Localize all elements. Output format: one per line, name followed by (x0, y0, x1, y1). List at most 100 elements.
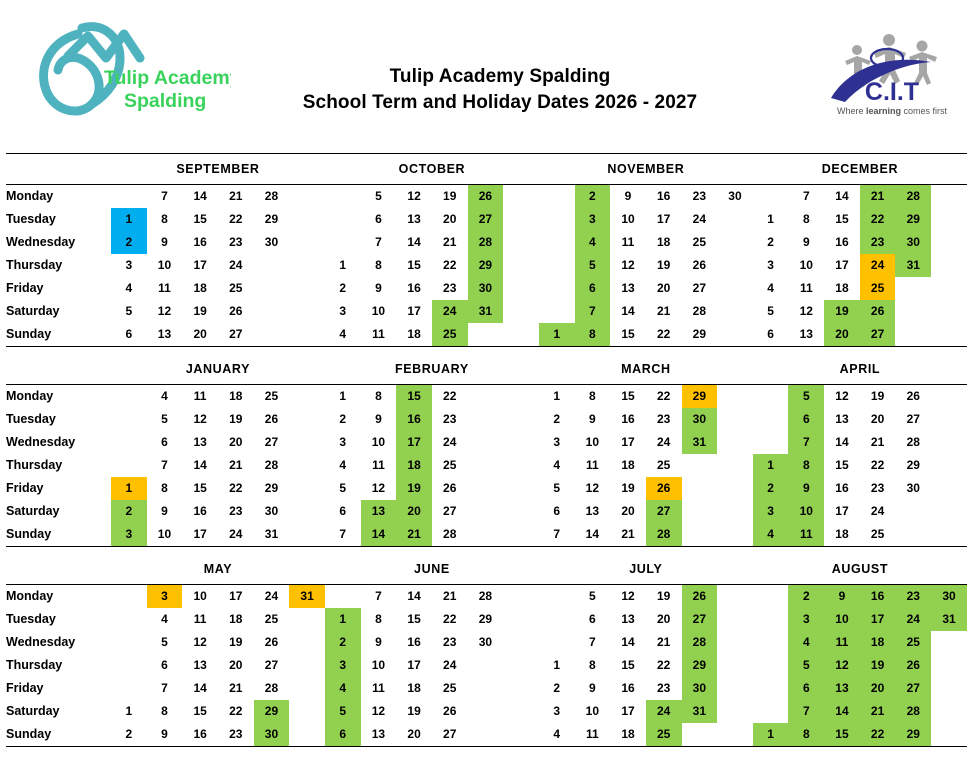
date-cell-august-5[interactable]: 5 (788, 654, 825, 677)
date-cell-may-25[interactable]: 25 (264, 612, 279, 626)
date-cell-january-4[interactable]: 4 (161, 389, 168, 403)
date-cell-april-5[interactable]: 5 (788, 384, 825, 408)
date-cell-march-1[interactable]: 1 (553, 389, 561, 403)
date-cell-july-17[interactable]: 17 (621, 704, 635, 718)
date-cell-august-8[interactable]: 8 (788, 723, 825, 747)
date-cell-november-22[interactable]: 22 (645, 323, 682, 347)
date-cell-november-23[interactable]: 23 (692, 189, 706, 203)
date-cell-august-2[interactable]: 2 (788, 584, 825, 608)
date-cell-july-20[interactable]: 20 (656, 612, 671, 626)
date-cell-july-15[interactable]: 15 (621, 658, 635, 672)
date-cell-september-10[interactable]: 10 (157, 258, 172, 272)
date-cell-december-6[interactable]: 6 (752, 323, 789, 347)
date-cell-march-17[interactable]: 17 (621, 435, 635, 449)
date-cell-june-13[interactable]: 13 (360, 723, 397, 747)
date-cell-july-14[interactable]: 14 (621, 635, 635, 649)
date-cell-january-3[interactable]: 3 (111, 523, 147, 547)
date-cell-february-3[interactable]: 3 (339, 435, 347, 449)
date-cell-november-29[interactable]: 29 (681, 323, 718, 347)
date-cell-july-31[interactable]: 31 (681, 700, 718, 723)
date-cell-april-22[interactable]: 22 (870, 458, 885, 472)
date-cell-september-11[interactable]: 11 (158, 281, 171, 295)
date-cell-august-15[interactable]: 15 (824, 723, 860, 747)
date-cell-april-8[interactable]: 8 (788, 454, 825, 477)
date-cell-august-6[interactable]: 6 (788, 677, 825, 700)
date-cell-january-11[interactable]: 11 (193, 389, 207, 403)
date-cell-january-5[interactable]: 5 (161, 412, 168, 426)
date-cell-july-2[interactable]: 2 (553, 681, 561, 695)
date-cell-january-26[interactable]: 26 (264, 412, 279, 426)
date-cell-april-23[interactable]: 23 (870, 481, 885, 495)
date-cell-june-29[interactable]: 29 (478, 612, 493, 626)
date-cell-october-23[interactable]: 23 (443, 281, 457, 295)
date-cell-may-9[interactable]: 9 (146, 723, 183, 747)
date-cell-december-18[interactable]: 18 (835, 281, 849, 295)
date-cell-april-11[interactable]: 11 (788, 523, 825, 547)
date-cell-july-28[interactable]: 28 (681, 631, 718, 654)
date-cell-september-7[interactable]: 7 (161, 189, 168, 203)
date-cell-january-6[interactable]: 6 (161, 435, 168, 449)
date-cell-april-29[interactable]: 29 (906, 458, 920, 472)
date-cell-october-5[interactable]: 5 (375, 189, 382, 203)
date-cell-august-9[interactable]: 9 (824, 584, 860, 608)
date-cell-june-24[interactable]: 24 (443, 658, 457, 672)
date-cell-november-14[interactable]: 14 (621, 304, 635, 318)
date-cell-june-6[interactable]: 6 (324, 723, 361, 747)
date-cell-august-26[interactable]: 26 (895, 654, 932, 677)
date-cell-december-21[interactable]: 21 (859, 184, 896, 208)
date-cell-november-9[interactable]: 9 (624, 189, 632, 203)
date-cell-february-1[interactable]: 1 (339, 389, 347, 403)
date-cell-january-27[interactable]: 27 (264, 435, 279, 449)
date-cell-december-12[interactable]: 12 (799, 304, 813, 318)
date-cell-february-2[interactable]: 2 (339, 412, 347, 426)
date-cell-december-2[interactable]: 2 (767, 235, 774, 249)
date-cell-april-27[interactable]: 27 (906, 412, 920, 426)
date-cell-march-14[interactable]: 14 (574, 523, 611, 547)
date-cell-april-20[interactable]: 20 (870, 412, 885, 426)
date-cell-october-22[interactable]: 22 (443, 258, 457, 272)
date-cell-march-30[interactable]: 30 (681, 408, 718, 431)
date-cell-january-30[interactable]: 30 (264, 504, 279, 518)
date-cell-september-25[interactable]: 25 (229, 281, 243, 295)
date-cell-march-20[interactable]: 20 (621, 504, 635, 518)
date-cell-november-2[interactable]: 2 (574, 184, 611, 208)
date-cell-july-29[interactable]: 29 (681, 654, 718, 677)
date-cell-january-17[interactable]: 17 (182, 523, 218, 547)
date-cell-april-15[interactable]: 15 (835, 458, 849, 472)
date-cell-november-30[interactable]: 30 (728, 189, 742, 203)
date-cell-may-3[interactable]: 3 (146, 584, 183, 608)
date-cell-december-11[interactable]: 11 (799, 281, 813, 295)
date-cell-march-29[interactable]: 29 (681, 384, 718, 408)
date-cell-may-14[interactable]: 14 (193, 681, 207, 695)
date-cell-january-19[interactable]: 19 (229, 412, 243, 426)
date-cell-september-4[interactable]: 4 (125, 281, 133, 295)
date-cell-october-30[interactable]: 30 (467, 277, 504, 300)
date-cell-february-28[interactable]: 28 (431, 523, 468, 547)
date-cell-september-8[interactable]: 8 (161, 212, 168, 226)
date-cell-june-28[interactable]: 28 (478, 589, 493, 603)
date-cell-november-5[interactable]: 5 (574, 254, 611, 277)
date-cell-february-26[interactable]: 26 (443, 481, 457, 495)
date-cell-june-9[interactable]: 9 (375, 635, 382, 649)
date-cell-july-6[interactable]: 6 (589, 612, 596, 626)
date-cell-may-17[interactable]: 17 (229, 589, 243, 603)
date-cell-july-1[interactable]: 1 (553, 658, 561, 672)
date-cell-march-16[interactable]: 16 (621, 412, 635, 426)
date-cell-february-5[interactable]: 5 (339, 481, 347, 495)
date-cell-october-10[interactable]: 10 (371, 304, 386, 318)
date-cell-october-13[interactable]: 13 (407, 212, 421, 226)
date-cell-april-17[interactable]: 17 (835, 504, 849, 518)
date-cell-september-2[interactable]: 2 (111, 231, 147, 254)
date-cell-january-31[interactable]: 31 (253, 523, 290, 547)
date-cell-october-16[interactable]: 16 (407, 281, 421, 295)
date-cell-december-26[interactable]: 26 (859, 300, 896, 323)
date-cell-february-9[interactable]: 9 (375, 412, 382, 426)
date-cell-february-6[interactable]: 6 (339, 504, 347, 518)
date-cell-january-25[interactable]: 25 (264, 389, 279, 403)
date-cell-april-26[interactable]: 26 (906, 389, 920, 403)
date-cell-february-12[interactable]: 12 (371, 481, 386, 495)
date-cell-may-20[interactable]: 20 (229, 658, 243, 672)
date-cell-august-7[interactable]: 7 (788, 700, 825, 723)
date-cell-march-6[interactable]: 6 (553, 504, 561, 518)
date-cell-november-6[interactable]: 6 (574, 277, 611, 300)
